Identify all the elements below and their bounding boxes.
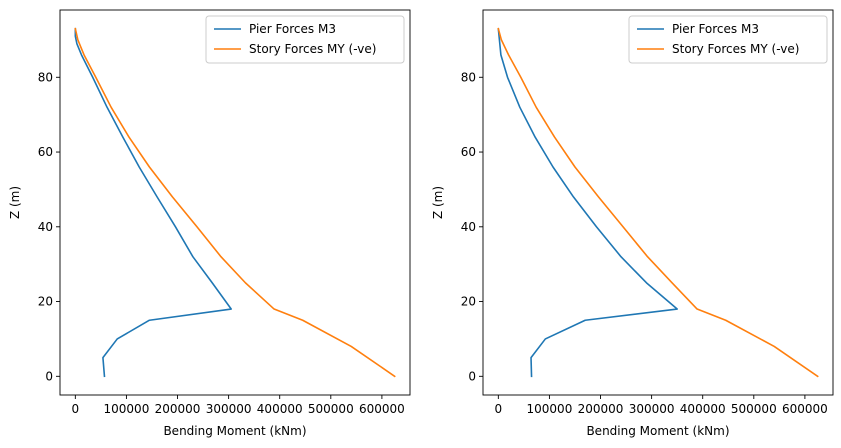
x-tick-label: 300000: [206, 402, 252, 416]
y-tick-label: 0: [45, 369, 53, 383]
x-tick-label: 100000: [104, 402, 150, 416]
axes-frame: [59, 9, 411, 396]
y-tick-label: 0: [468, 369, 476, 383]
legend-entry-label: Pier Forces M3: [249, 22, 336, 36]
chart-panel-2: 0 100000 200000 300000 400000 500000 600000 0 20…: [431, 9, 834, 438]
y-tick-label: 60: [461, 145, 476, 159]
legend-box: [205, 15, 405, 64]
chart-panel-1: 0 100000 200000 300000 400000 500000 600000 0 20…: [8, 9, 411, 438]
x-tick-label: 400000: [680, 402, 726, 416]
x-tick-label: 0: [495, 402, 503, 416]
x-axis-label: Bending Moment (kNm): [163, 424, 306, 438]
series-line-pier-forces: [497, 27, 678, 378]
y-tick-label: 60: [38, 145, 53, 159]
x-tick-label: 600000: [359, 402, 405, 416]
y-tick-label: 80: [38, 70, 53, 84]
x-tick-label: 600000: [782, 402, 828, 416]
y-tick-label: 40: [461, 220, 476, 234]
series-line-story-forces: [74, 27, 396, 378]
x-tick-label: 0: [72, 402, 80, 416]
series-line-pier-forces: [74, 27, 232, 378]
x-tick-label: 100000: [527, 402, 573, 416]
x-tick-label: 400000: [257, 402, 303, 416]
y-tick-label: 20: [461, 295, 476, 309]
legend: Pier Forces M3 Story Forces MY (-ve): [628, 15, 828, 64]
series-line-story-forces: [497, 27, 819, 378]
x-axis-label: Bending Moment (kNm): [586, 424, 729, 438]
legend-entry-label: Story Forces MY (-ve): [672, 42, 799, 56]
y-axis-label: Z (m): [431, 186, 445, 219]
y-tick-label: 80: [461, 70, 476, 84]
legend-box: [628, 15, 828, 64]
y-tick-label: 40: [38, 220, 53, 234]
y-tick-label: 20: [38, 295, 53, 309]
x-tick-label: 200000: [155, 402, 201, 416]
x-tick-label: 300000: [629, 402, 675, 416]
x-tick-label: 500000: [308, 402, 354, 416]
legend-entry-label: Pier Forces M3: [672, 22, 759, 36]
x-tick-label: 500000: [731, 402, 777, 416]
y-axis-label: Z (m): [8, 186, 22, 219]
legend: Pier Forces M3 Story Forces MY (-ve): [205, 15, 405, 64]
x-tick-label: 200000: [578, 402, 624, 416]
legend-entry-label: Story Forces MY (-ve): [249, 42, 376, 56]
axes-frame: [482, 9, 834, 396]
